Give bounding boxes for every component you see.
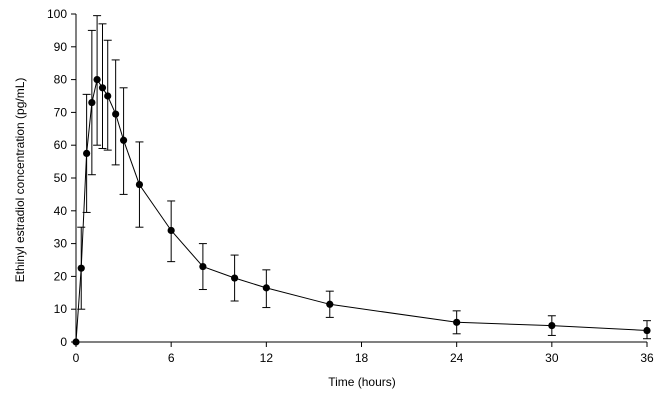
data-point: [93, 76, 101, 84]
data-point: [262, 284, 270, 292]
data-point: [643, 326, 651, 335]
data-point: [119, 136, 128, 144]
data-point: [548, 322, 556, 330]
y-tick-label: 40: [54, 204, 68, 218]
data-point: [98, 84, 107, 92]
x-tick-label: 24: [450, 351, 464, 365]
x-axis-ticks: 0 6 12 18 24 30 36: [73, 342, 654, 365]
data-point: [453, 318, 461, 326]
x-tick-label: 0: [73, 351, 80, 365]
data-point: [83, 149, 91, 157]
x-tick-label: 36: [640, 351, 654, 365]
data-point: [88, 98, 96, 107]
y-tick-label: 10: [54, 302, 68, 316]
data-point: [231, 274, 239, 282]
x-tick-label: 18: [355, 351, 369, 365]
x-tick-label: 12: [260, 351, 274, 365]
series-line: [75, 78, 648, 343]
y-axis-title: Ethinyl estradiol concentration (pg/mL): [13, 78, 27, 283]
y-tick-label: 0: [60, 335, 67, 349]
data-point: [104, 92, 112, 100]
data-points: [72, 76, 651, 346]
y-tick-label: 80: [54, 73, 68, 87]
data-point: [135, 180, 144, 189]
data-point: [199, 262, 207, 271]
data-point: [326, 300, 334, 308]
x-tick-label: 30: [545, 351, 559, 365]
y-tick-label: 60: [54, 138, 68, 152]
y-tick-label: 90: [54, 40, 68, 54]
y-tick-label: 70: [54, 105, 68, 119]
x-axis-title: Time (hours): [328, 375, 396, 389]
y-tick-label: 20: [54, 269, 68, 283]
data-point: [167, 226, 175, 235]
y-tick-label: 30: [54, 237, 68, 251]
y-tick-label: 100: [47, 7, 67, 21]
x-tick-label: 6: [168, 351, 175, 365]
data-point: [77, 264, 85, 272]
data-point: [72, 338, 80, 346]
y-tick-label: 50: [54, 171, 68, 185]
y-axis-ticks: 0 10 20 30 40 50 60 70 80 90 100: [47, 7, 76, 349]
error-bars: [77, 15, 651, 340]
data-point: [112, 110, 120, 118]
